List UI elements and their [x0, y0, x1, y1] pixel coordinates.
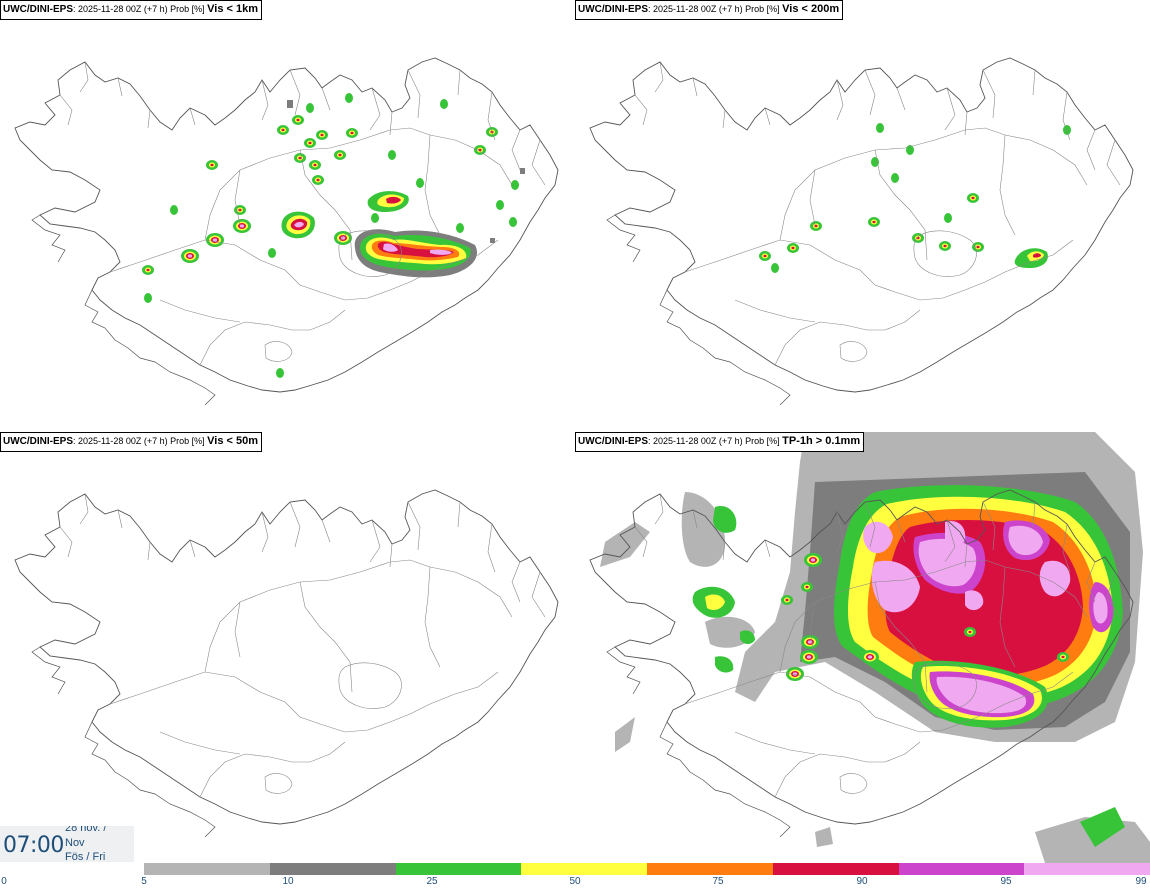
panel-title: UWC/DINI-EPS: 2025-11-28 00Z (+7 h) Prob… [575, 432, 865, 452]
iceland-map [589, 432, 1150, 863]
variable-label: TP-1h > 0.1mm [782, 435, 861, 447]
colorbar-tick: 99 [1135, 876, 1147, 887]
model-name: UWC/DINI-EPS [578, 4, 648, 15]
colorbar-segment [898, 863, 1025, 875]
colorbar-segment [1024, 863, 1150, 875]
run-info: : 2025-11-28 00Z (+7 h) Prob [%] [648, 436, 780, 446]
panel-title: UWC/DINI-EPS: 2025-11-28 00Z (+7 h) Prob… [0, 0, 263, 20]
colorbar-tick: 10 [282, 876, 294, 887]
colorbar-tick: 50 [569, 876, 581, 887]
model-name: UWC/DINI-EPS [3, 4, 73, 15]
panel-title: UWC/DINI-EPS: 2025-11-28 00Z (+7 h) Prob… [0, 432, 263, 452]
colorbar-ticks: 0 5 10 25 50 75 90 95 99 [0, 876, 1150, 890]
colorbar-tick: 75 [712, 876, 724, 887]
colorbar-segment [521, 863, 647, 875]
colorbar-segment [269, 863, 396, 875]
valid-date: 28 nóv. / [65, 826, 107, 834]
iceland-map [14, 57, 559, 406]
colorbar-tick: 5 [141, 876, 147, 887]
colorbar-segment [647, 863, 773, 875]
iceland-map [14, 489, 559, 838]
variable-label: Vis < 50m [207, 435, 259, 447]
model-name: UWC/DINI-EPS [578, 436, 648, 447]
variable-label: Vis < 1km [207, 3, 259, 15]
colorbar-tick: 90 [856, 876, 868, 887]
colorbar-segment [772, 863, 899, 875]
colorbar-segment [144, 863, 270, 875]
map-panel-vis-1km: UWC/DINI-EPS: 2025-11-28 00Z (+7 h) Prob… [0, 0, 575, 431]
variable-label: Vis < 200m [782, 3, 840, 15]
run-info: : 2025-11-28 00Z (+7 h) Prob [%] [73, 4, 205, 14]
valid-weekday: Fös / Fri [65, 851, 106, 862]
panel-title: UWC/DINI-EPS: 2025-11-28 00Z (+7 h) Prob… [575, 0, 844, 20]
iceland-map [589, 57, 1134, 406]
map-panel-vis-50m: UWC/DINI-EPS: 2025-11-28 00Z (+7 h) Prob… [0, 432, 575, 863]
colorbar-tick: 25 [426, 876, 438, 887]
map-panel-vis-200m: UWC/DINI-EPS: 2025-11-28 00Z (+7 h) Prob… [575, 0, 1150, 431]
run-info: : 2025-11-28 00Z (+7 h) Prob [%] [73, 436, 205, 446]
colorbar-tick: 0 [1, 876, 7, 887]
valid-month: Nov [65, 837, 85, 849]
run-info: : 2025-11-28 00Z (+7 h) Prob [%] [648, 4, 780, 14]
probability-field [600, 432, 1150, 863]
valid-time-box: 07:00 28 nóv. / Nov Fös / Fri [0, 826, 134, 862]
model-name: UWC/DINI-EPS [3, 436, 73, 447]
valid-time-clock: 07:00 [3, 833, 64, 858]
colorbar-tick: 95 [1000, 876, 1012, 887]
probability-field [142, 93, 525, 378]
map-panel-precip: UWC/DINI-EPS: 2025-11-28 00Z (+7 h) Prob… [575, 432, 1150, 863]
probability-colorbar [144, 863, 1150, 875]
colorbar-segment [395, 863, 522, 875]
